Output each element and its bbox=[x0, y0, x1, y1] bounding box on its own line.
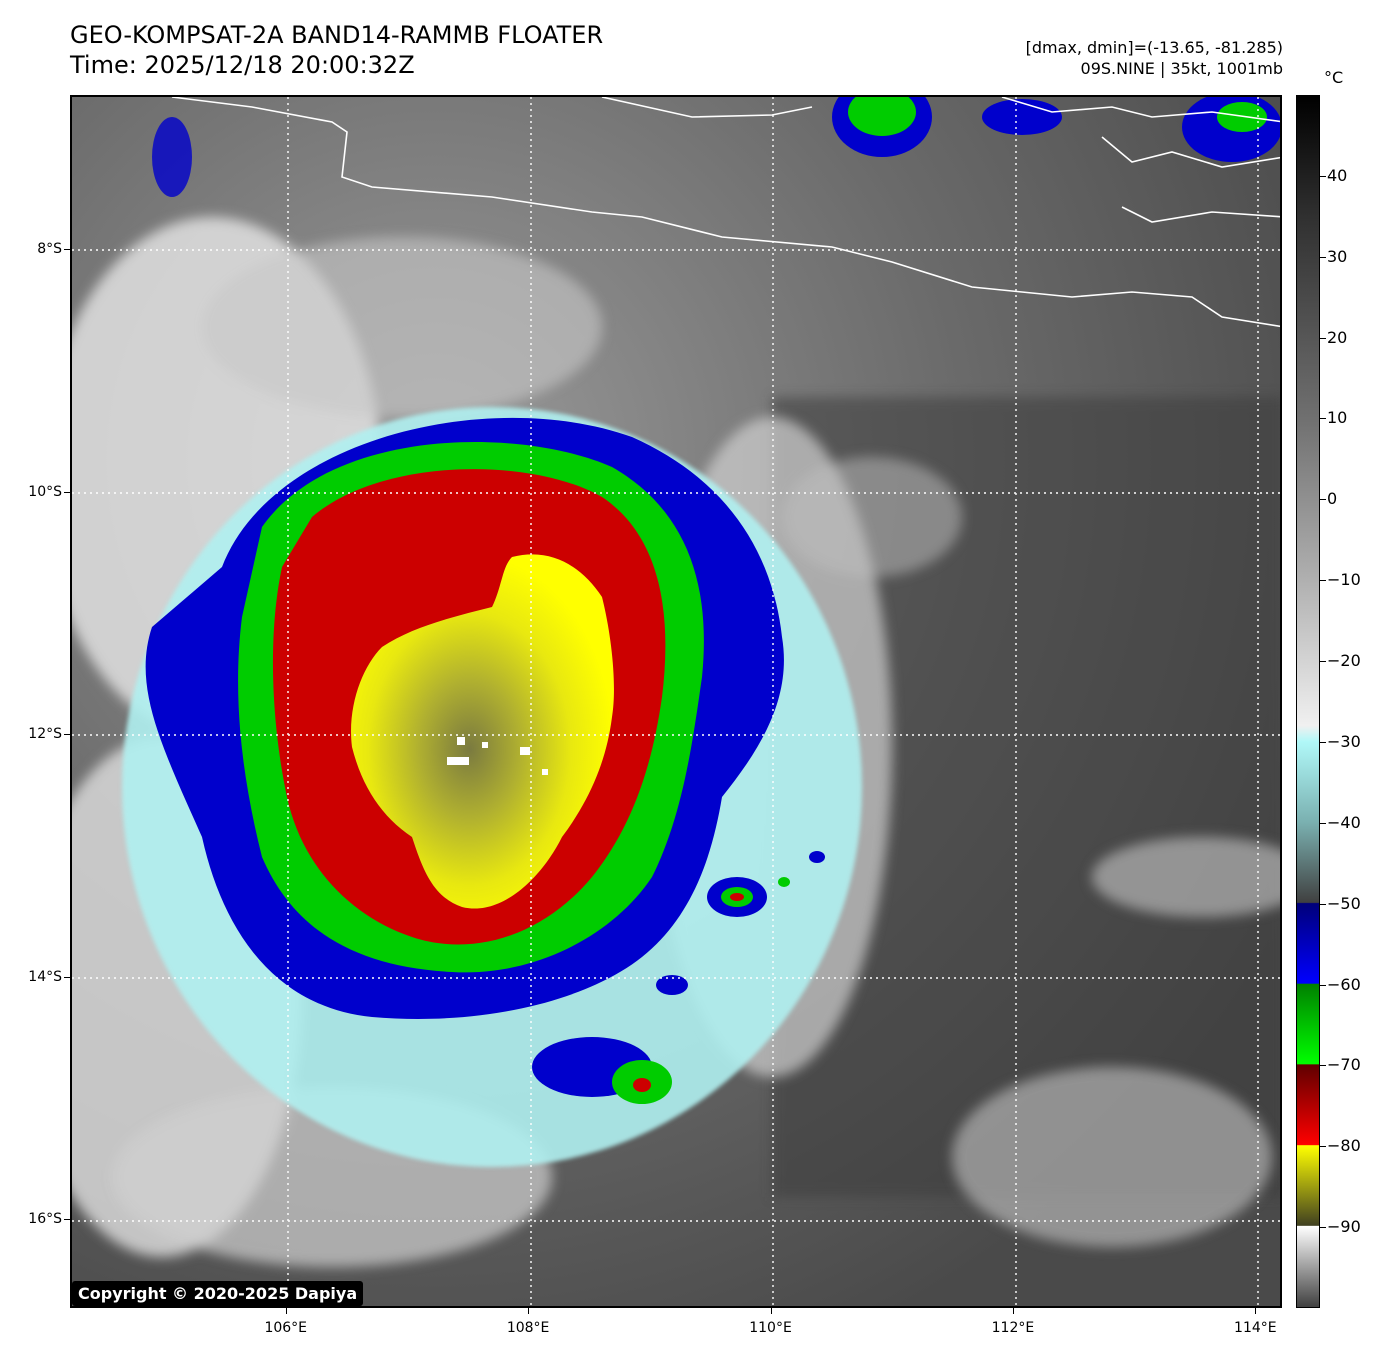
colorbar-tick bbox=[1320, 903, 1326, 905]
colorbar-tick-label: −10 bbox=[1327, 570, 1361, 590]
longitude-tick bbox=[1255, 1308, 1257, 1314]
colorbar-tick bbox=[1320, 418, 1326, 420]
colorbar-tick-label: 0 bbox=[1327, 489, 1338, 509]
colorbar-tick-label: −70 bbox=[1327, 1055, 1361, 1075]
longitude-label: 108°E bbox=[506, 1320, 550, 1336]
latitude-tick bbox=[64, 734, 70, 736]
copyright-badge: Copyright © 2020-2025 Dapiya bbox=[72, 1281, 364, 1306]
info-line-2: 09S.NINE | 35kt, 1001mb bbox=[1080, 59, 1283, 78]
colorbar-tick bbox=[1320, 256, 1326, 258]
colorbar-tick bbox=[1320, 499, 1326, 501]
yellow-core bbox=[351, 554, 614, 909]
latitude-tick bbox=[64, 491, 70, 493]
latitude-label: 8°S bbox=[37, 241, 62, 258]
coastline bbox=[171, 97, 1280, 328]
graticule bbox=[72, 97, 1280, 1306]
latitude-tick bbox=[64, 976, 70, 978]
small-convective-cells bbox=[152, 97, 1280, 1104]
colorbar-tick-label: −80 bbox=[1327, 1136, 1361, 1156]
colorbar-tick-label: 10 bbox=[1327, 408, 1348, 428]
satellite-imagery bbox=[72, 97, 1280, 1306]
colorbar-tick bbox=[1320, 175, 1326, 177]
colorbar-tick bbox=[1320, 337, 1326, 339]
latitude-tick bbox=[64, 1219, 70, 1221]
colorbar-tick-label: 20 bbox=[1327, 327, 1348, 347]
colorbar-tick-label: −40 bbox=[1327, 812, 1361, 832]
longitude-label: 110°E bbox=[749, 1320, 792, 1336]
latitude-label: 14°S bbox=[28, 968, 62, 985]
longitude-label: 114°E bbox=[1234, 1320, 1277, 1336]
colorbar-tick bbox=[1320, 580, 1326, 582]
colorbar-tick bbox=[1320, 1146, 1326, 1148]
colorbar-unit: °C bbox=[1324, 68, 1344, 87]
colorbar-tick-label: 30 bbox=[1327, 246, 1348, 266]
colorbar-tick-label: −50 bbox=[1327, 893, 1361, 913]
colorbar bbox=[1296, 95, 1320, 1308]
chart-title: GEO-KOMPSAT-2A BAND14-RAMMB FLOATER Time… bbox=[70, 20, 603, 80]
longitude-tick bbox=[528, 1308, 530, 1314]
longitude-tick bbox=[770, 1308, 772, 1314]
latitude-label: 12°S bbox=[28, 726, 62, 743]
satellite-map bbox=[70, 95, 1282, 1308]
colorbar-tick bbox=[1320, 822, 1326, 824]
colorbar-tick bbox=[1320, 1065, 1326, 1067]
colorbar-tick-label: −20 bbox=[1327, 651, 1361, 671]
colorbar-tick bbox=[1320, 1227, 1326, 1229]
colorbar-tick-label: 40 bbox=[1327, 165, 1348, 185]
colorbar-tick bbox=[1320, 741, 1326, 743]
title-line-2: Time: 2025/12/18 20:00:32Z bbox=[70, 51, 415, 79]
storm-info: [dmax, dmin]=(-13.65, -81.285) 09S.NINE … bbox=[1026, 37, 1283, 79]
latitude-tick bbox=[64, 249, 70, 251]
latitude-label: 10°S bbox=[28, 483, 62, 500]
overshooting-tops bbox=[447, 737, 548, 775]
title-line-1: GEO-KOMPSAT-2A BAND14-RAMMB FLOATER bbox=[70, 21, 604, 49]
longitude-label: 112°E bbox=[991, 1320, 1035, 1336]
longitude-tick bbox=[1012, 1308, 1014, 1314]
latitude-label: 16°S bbox=[28, 1211, 62, 1228]
colorbar-tick-label: −30 bbox=[1327, 731, 1361, 751]
colorbar-tick bbox=[1320, 984, 1326, 986]
colorbar-tick-label: −90 bbox=[1327, 1217, 1361, 1237]
longitude-label: 106°E bbox=[264, 1320, 308, 1336]
info-line-1: [dmax, dmin]=(-13.65, -81.285) bbox=[1025, 38, 1283, 57]
colorbar-tick bbox=[1320, 661, 1326, 663]
colorbar-tick-label: −60 bbox=[1327, 974, 1361, 994]
longitude-tick bbox=[285, 1308, 287, 1314]
